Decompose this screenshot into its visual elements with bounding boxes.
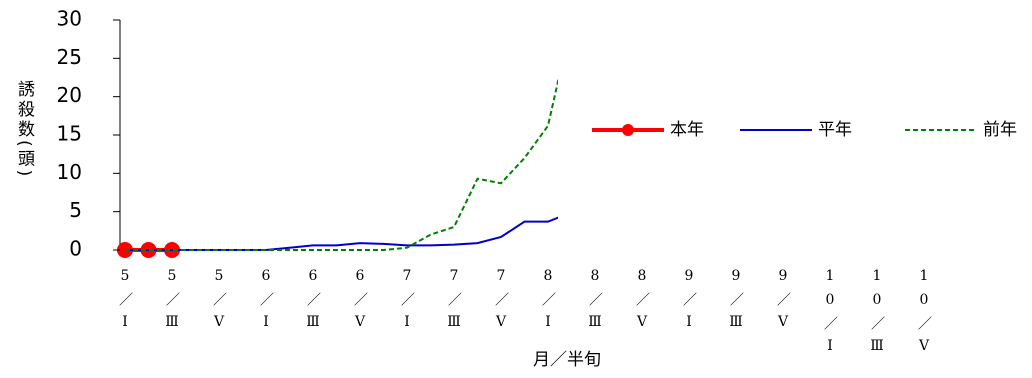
x-tick-label: 7／Ⅰ: [399, 268, 415, 338]
y-tick-label: 0: [69, 237, 82, 261]
x-tick-label: 6／Ⅲ: [305, 268, 321, 338]
x-tick-label: 9／Ⅰ: [681, 268, 697, 338]
x-tick-label: 10／Ⅰ: [822, 268, 838, 362]
y-tick-label: 15: [57, 122, 82, 146]
x-tick-label: 10／Ⅲ: [869, 268, 885, 362]
x-tick-label: 10／Ⅴ: [916, 268, 932, 362]
x-tick-label: 6／Ⅰ: [258, 268, 274, 338]
y-tick-label: 10: [57, 160, 82, 184]
x-tick-label: 8／Ⅰ: [540, 268, 556, 338]
x-tick-label: 5／Ⅴ: [211, 268, 227, 338]
y-tick-label: 20: [57, 83, 82, 107]
x-tick-label: 9／Ⅲ: [728, 268, 744, 338]
x-tick-label: 6／Ⅴ: [352, 268, 368, 338]
legend-label: 平年: [818, 120, 852, 140]
x-tick-label: 7／Ⅲ: [446, 268, 462, 338]
plot-area: [117, 76, 558, 258]
y-axis-title: 誘殺数(頭): [14, 80, 35, 179]
series-line: [125, 216, 558, 251]
y-tick-label: 5: [69, 198, 82, 222]
x-tick-label: 5／Ⅰ: [117, 268, 133, 338]
legend-marker: [622, 124, 634, 136]
x-tick-label: 9／Ⅴ: [775, 268, 791, 338]
x-tick-label: 8／Ⅴ: [634, 268, 650, 338]
series-line: [125, 76, 558, 251]
x-tick-label: 5／Ⅲ: [164, 268, 180, 338]
x-axis-title: 月／半旬: [533, 350, 601, 370]
x-tick-label: 7／Ⅴ: [493, 268, 509, 338]
y-tick-label: 30: [57, 7, 82, 31]
x-tick-label: 8／Ⅲ: [587, 268, 603, 338]
y-tick-label: 25: [57, 45, 82, 69]
legend-label: 前年: [983, 120, 1017, 140]
legend-label: 本年: [670, 120, 704, 140]
